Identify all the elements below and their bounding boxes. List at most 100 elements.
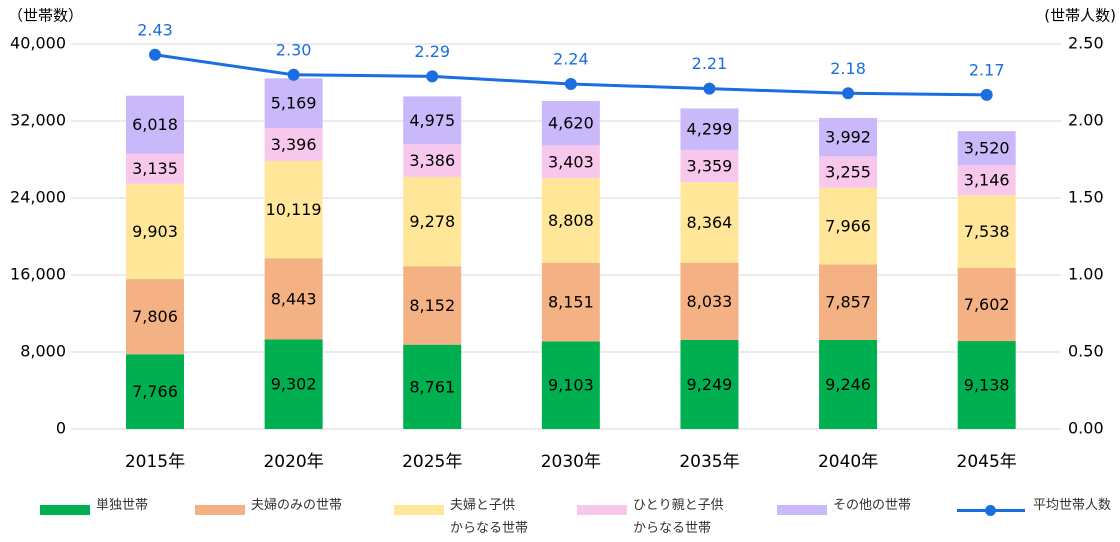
value-label: 10,119 xyxy=(266,200,322,219)
y2-tick-label: 2.50 xyxy=(1068,34,1104,53)
bar-segment xyxy=(541,262,600,342)
value-label: 3,520 xyxy=(964,139,1010,158)
x-tick-label: 2040年 xyxy=(818,452,878,472)
bar-segment xyxy=(680,262,739,340)
bar-segment xyxy=(403,176,462,267)
bar-segment xyxy=(680,339,739,429)
y-tick-label: 0 xyxy=(56,419,66,438)
value-label: 7,602 xyxy=(964,295,1010,314)
y-axis-label: （世帯数） xyxy=(8,7,83,25)
bar-segment xyxy=(819,340,878,429)
y2-tick-label: 2.00 xyxy=(1068,111,1104,130)
bar-segment xyxy=(126,354,185,429)
value-label: 3,255 xyxy=(825,163,871,182)
y2-tick-label: 0.50 xyxy=(1068,342,1104,361)
value-label: 3,403 xyxy=(548,152,594,171)
value-label: 3,359 xyxy=(687,156,733,175)
bar-segment xyxy=(957,267,1016,342)
x-tick-label: 2030年 xyxy=(541,452,601,472)
value-label: 7,966 xyxy=(825,217,871,236)
line-value-label: 2.29 xyxy=(414,42,450,61)
bar-segment xyxy=(126,279,185,355)
bar-segment xyxy=(264,160,323,259)
line-value-label: 2.18 xyxy=(830,59,866,78)
value-label: 3,146 xyxy=(964,171,1010,190)
line-value-label: 2.24 xyxy=(553,50,589,69)
y-tick-label: 32,000 xyxy=(10,111,66,130)
value-label: 8,151 xyxy=(548,293,594,312)
x-tick-label: 2020年 xyxy=(263,452,323,472)
legend-swatch xyxy=(195,505,245,515)
legend-label: その他の世帯 xyxy=(833,498,912,513)
legend-label: 平均世帯人数 xyxy=(1033,498,1112,513)
bar-segment xyxy=(264,339,323,429)
value-label: 8,364 xyxy=(687,213,733,232)
value-label: 9,249 xyxy=(687,375,733,394)
legend-swatch xyxy=(777,505,827,515)
bar-segment xyxy=(264,78,323,129)
value-label: 9,903 xyxy=(132,222,178,241)
bar-segment xyxy=(541,100,600,146)
line-marker xyxy=(426,70,439,83)
value-label: 3,386 xyxy=(409,151,455,170)
value-label: 5,169 xyxy=(271,94,317,113)
bar-segment xyxy=(957,165,1016,196)
value-label: 7,806 xyxy=(132,307,178,326)
line-marker xyxy=(703,82,716,95)
y-tick-label: 40,000 xyxy=(10,34,66,53)
y-tick-label: 16,000 xyxy=(10,265,66,284)
legend-label: 夫婦のみの世帯 xyxy=(251,498,343,513)
line-marker xyxy=(149,48,162,61)
line-value-label: 2.17 xyxy=(969,60,1005,79)
bar-segment xyxy=(403,266,462,345)
value-label: 9,278 xyxy=(409,212,455,231)
value-label: 7,857 xyxy=(825,293,871,312)
x-tick-label: 2035年 xyxy=(679,452,739,472)
x-tick-label: 2045年 xyxy=(957,452,1017,472)
line-value-label: 2.30 xyxy=(276,40,312,59)
line-marker xyxy=(564,78,577,91)
value-label: 8,808 xyxy=(548,211,594,230)
bar-segment xyxy=(126,183,185,280)
bar-segment xyxy=(819,264,878,341)
bar-segment xyxy=(819,117,878,157)
bar-segment xyxy=(680,108,739,150)
value-label: 8,443 xyxy=(271,289,317,308)
bar-segment xyxy=(264,258,323,340)
bar-segment xyxy=(126,153,185,184)
legend-swatch xyxy=(577,505,627,515)
x-tick-label: 2015年 xyxy=(125,452,185,472)
line-marker xyxy=(287,68,300,81)
value-label: 3,135 xyxy=(132,159,178,178)
bar-segment xyxy=(819,187,878,265)
bar-segment xyxy=(403,144,462,177)
legend-swatch xyxy=(957,505,1025,516)
value-label: 3,992 xyxy=(825,128,871,147)
value-label: 8,033 xyxy=(687,292,733,311)
value-label: 7,766 xyxy=(132,382,178,401)
value-label: 6,018 xyxy=(132,115,178,134)
value-label: 8,761 xyxy=(409,377,455,396)
value-label: 9,246 xyxy=(825,375,871,394)
bar-segment xyxy=(819,156,878,188)
line-marker xyxy=(980,88,993,101)
bar-segment xyxy=(126,95,185,154)
bar-segment xyxy=(541,145,600,179)
x-tick-label: 2025年 xyxy=(402,452,462,472)
value-label: 7,538 xyxy=(964,222,1010,241)
bar-segment xyxy=(957,341,1016,429)
legend-label: 単独世帯 xyxy=(96,498,149,513)
y2-tick-label: 1.00 xyxy=(1068,265,1104,284)
bar-segment xyxy=(264,128,323,161)
legend-swatch xyxy=(394,505,444,515)
bar-segment xyxy=(541,178,600,263)
value-label: 9,302 xyxy=(271,375,317,394)
value-label: 4,299 xyxy=(687,120,733,139)
line-value-label: 2.21 xyxy=(692,54,728,73)
legend-swatch xyxy=(40,505,90,515)
value-label: 9,103 xyxy=(548,376,594,395)
bar-segment xyxy=(403,344,462,429)
value-label: 4,620 xyxy=(548,114,594,133)
value-label: 9,138 xyxy=(964,376,1010,395)
